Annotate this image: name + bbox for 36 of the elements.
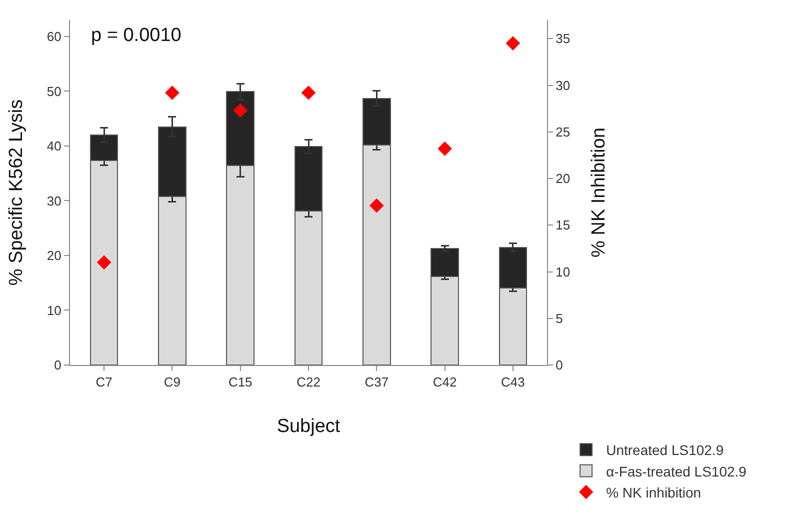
x-tick-label: C9 <box>164 374 181 390</box>
y-tick-label: 0 <box>54 358 62 373</box>
legend-label: % NK inhibition <box>606 484 702 500</box>
y2-tick-label: 35 <box>556 31 570 46</box>
point <box>369 198 384 213</box>
point <box>301 86 316 100</box>
x-tick-label: C15 <box>228 374 252 390</box>
x-axis-title: Subject <box>276 416 341 437</box>
y2-axis-title: % NK Inhibition <box>588 128 610 258</box>
y2-tick-label: 15 <box>556 218 570 233</box>
point <box>233 103 248 118</box>
y2-tick-label: 0 <box>556 358 563 373</box>
y-tick-label: 50 <box>46 84 62 99</box>
y2-tick-label: 30 <box>556 78 570 93</box>
y-axis-title: % Specific K562 Lysis <box>6 99 27 286</box>
point <box>96 255 112 270</box>
x-tick-label: C7 <box>96 374 112 390</box>
y2-tick-label: 25 <box>556 124 570 140</box>
x-tick-label: C37 <box>364 374 389 390</box>
x-tick-label: C43 <box>501 374 525 390</box>
point <box>438 142 452 156</box>
y-tick-label: 30 <box>46 193 62 208</box>
y2-tick-label: 10 <box>556 264 570 280</box>
legend-label: Untreated LS102.9 <box>606 442 724 458</box>
x-tick-label: C42 <box>432 374 457 390</box>
y-tick-label: 40 <box>46 138 62 154</box>
point <box>506 36 520 50</box>
legend-label: α-Fas-treated LS102.9 <box>606 463 747 480</box>
annotation: p = 0.0010 <box>91 25 182 46</box>
y2-tick-label: 5 <box>556 310 563 326</box>
point <box>165 86 180 100</box>
y-tick-label: 10 <box>46 302 62 318</box>
y-tick-label: 60 <box>46 28 62 44</box>
x-tick-label: C22 <box>296 374 320 390</box>
y-tick-label: 20 <box>46 248 62 264</box>
y2-tick-label: 20 <box>556 171 570 186</box>
